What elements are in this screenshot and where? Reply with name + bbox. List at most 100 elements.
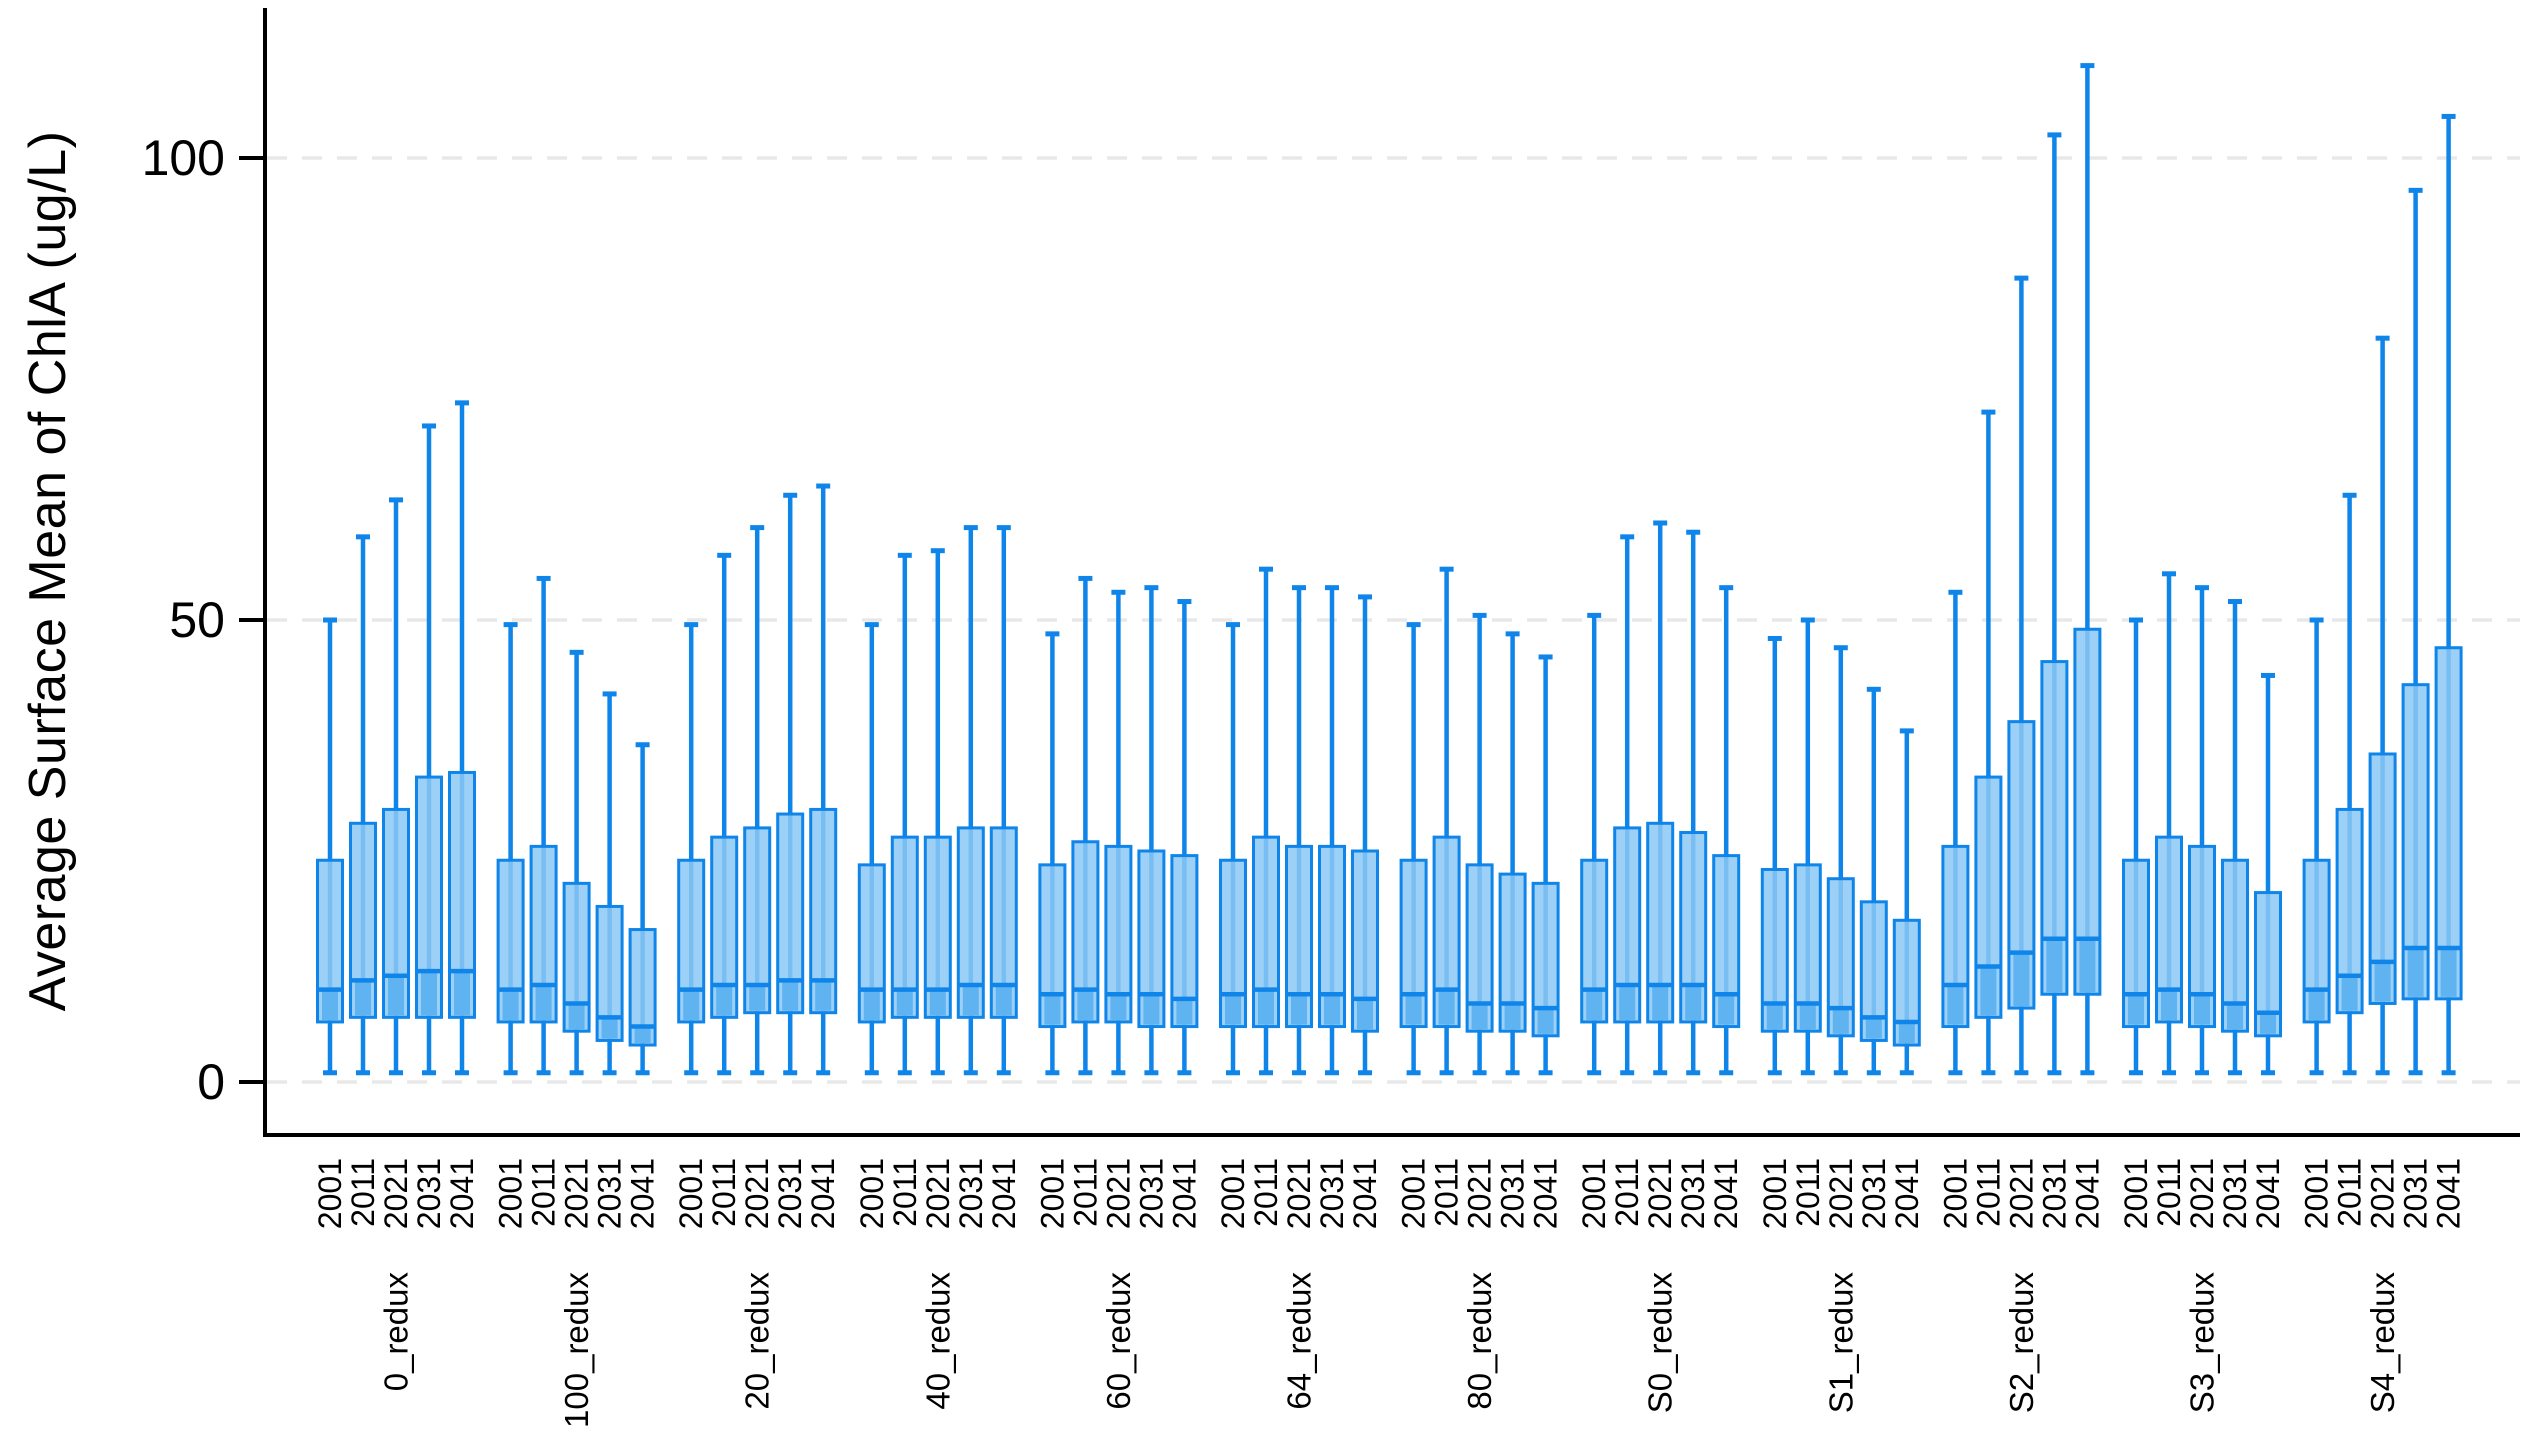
box-80_redux-2011 xyxy=(1432,566,1461,1076)
box-64_redux-2011 xyxy=(1252,566,1280,1076)
box-64_redux-2001 xyxy=(1219,622,1247,1076)
box-100_redux-2041 xyxy=(628,742,657,1076)
box-lower-band xyxy=(1225,996,1241,1025)
box-lower-band xyxy=(995,986,1012,1016)
box-0_redux-2021 xyxy=(382,497,410,1076)
box-lower-band xyxy=(2128,996,2144,1025)
box-lower-band xyxy=(568,1005,585,1030)
box-S0_redux-2031 xyxy=(1679,529,1708,1076)
box-lower-band xyxy=(2374,963,2391,1002)
x-year-label: 2031 xyxy=(2036,1158,2072,1229)
x-year-label: 2031 xyxy=(2217,1158,2253,1229)
box-lower-band xyxy=(683,991,700,1020)
box-0_redux-2031 xyxy=(415,423,443,1076)
x-year-label: 2021 xyxy=(1823,1158,1859,1229)
box-80_redux-2001 xyxy=(1399,622,1428,1076)
y-tick-label-100: 100 xyxy=(142,130,225,186)
box-lower-band xyxy=(1143,996,1160,1025)
box-rect xyxy=(349,821,377,1019)
x-group-label-20_redux: 20_redux xyxy=(739,1272,776,1410)
x-year-label: 2041 xyxy=(1708,1158,1744,1229)
box-S3_redux-2001 xyxy=(2122,617,2150,1076)
box-rect xyxy=(1679,831,1708,1024)
x-year-label: 2041 xyxy=(1347,1158,1383,1229)
box-lower-band xyxy=(355,982,371,1016)
box-40_redux-2011 xyxy=(890,552,919,1076)
box-S4_redux-2031 xyxy=(2401,187,2430,1076)
box-lower-band xyxy=(1799,1005,1816,1030)
box-80_redux-2021 xyxy=(1465,612,1494,1076)
box-rect xyxy=(890,835,919,1019)
box-lower-band xyxy=(454,973,470,1016)
x-year-label: 2011 xyxy=(1970,1158,2006,1227)
box-lower-band xyxy=(1947,986,1964,1025)
x-group-label-60_redux: 60_redux xyxy=(1100,1272,1137,1410)
box-lower-band xyxy=(896,991,913,1016)
box-20_redux-2031 xyxy=(776,492,805,1076)
box-rect xyxy=(743,826,772,1015)
box-lower-band xyxy=(1044,996,1061,1025)
box-20_redux-2021 xyxy=(743,525,772,1076)
box-lower-band xyxy=(782,982,799,1011)
box-lower-band xyxy=(1898,1023,1915,1044)
x-year-label: 2011 xyxy=(1429,1158,1465,1227)
box-lower-band xyxy=(929,991,946,1016)
x-year-label: 2041 xyxy=(2250,1158,2286,1229)
x-year-label: 2031 xyxy=(1314,1158,1350,1229)
box-64_redux-2031 xyxy=(1318,585,1346,1076)
box-rect xyxy=(2073,627,2102,996)
box-64_redux-2021 xyxy=(1285,585,1313,1076)
box-lower-band xyxy=(502,991,519,1020)
box-lower-band xyxy=(1586,991,1603,1020)
box-S3_redux-2011 xyxy=(2155,571,2183,1076)
box-lower-band xyxy=(634,1028,651,1044)
x-group-label-S1_redux: S1_redux xyxy=(1822,1272,1859,1414)
box-100_redux-2001 xyxy=(496,622,525,1076)
box-S2_redux-2021 xyxy=(2007,275,2036,1076)
box-lower-band xyxy=(962,986,979,1016)
box-S1_redux-2021 xyxy=(1826,645,1855,1076)
x-year-label: 2001 xyxy=(1937,1158,1973,1229)
box-lower-band xyxy=(1619,986,1636,1020)
x-year-label: 2041 xyxy=(2069,1158,2105,1229)
x-year-label: 2031 xyxy=(1495,1158,1531,1229)
box-S2_redux-2001 xyxy=(1941,589,1970,1076)
x-year-label: 2001 xyxy=(673,1158,709,1229)
x-year-label: 2021 xyxy=(378,1158,414,1229)
box-lower-band xyxy=(1652,986,1669,1020)
box-lower-band xyxy=(863,991,880,1020)
x-year-label: 2031 xyxy=(1856,1158,1892,1229)
box-40_redux-2021 xyxy=(923,548,952,1076)
x-year-label: 2031 xyxy=(411,1158,447,1229)
x-year-label: 2041 xyxy=(1528,1158,1564,1229)
box-S0_redux-2041 xyxy=(1712,585,1741,1076)
x-year-label: 2041 xyxy=(444,1158,480,1229)
box-100_redux-2011 xyxy=(529,575,558,1076)
box-lower-band xyxy=(749,986,766,1011)
box-lower-band xyxy=(421,973,437,1016)
x-year-label: 2001 xyxy=(2299,1158,2335,1229)
box-S3_redux-2031 xyxy=(2221,599,2249,1076)
box-lower-band xyxy=(2079,940,2096,993)
x-year-label: 2041 xyxy=(2431,1158,2467,1229)
x-group-label-64_redux: 64_redux xyxy=(1281,1272,1318,1410)
box-rect xyxy=(448,770,476,1019)
x-year-label: 2021 xyxy=(739,1158,775,1229)
box-80_redux-2041 xyxy=(1531,654,1560,1076)
box-lower-band xyxy=(388,977,404,1016)
x-group-label-40_redux: 40_redux xyxy=(919,1272,956,1410)
box-rect xyxy=(857,863,886,1024)
box-S0_redux-2011 xyxy=(1613,534,1642,1076)
box-lower-band xyxy=(2013,954,2030,1007)
box-lower-band xyxy=(1718,996,1735,1025)
box-lower-band xyxy=(815,982,832,1011)
box-lower-band xyxy=(2308,991,2325,1020)
box-40_redux-2001 xyxy=(857,622,886,1076)
box-rect xyxy=(1351,849,1379,1033)
x-year-label: 2041 xyxy=(625,1158,661,1229)
box-64_redux-2041 xyxy=(1351,594,1379,1076)
box-S1_redux-2041 xyxy=(1892,728,1921,1076)
box-lower-band xyxy=(2161,991,2177,1020)
box-S0_redux-2001 xyxy=(1580,612,1609,1076)
